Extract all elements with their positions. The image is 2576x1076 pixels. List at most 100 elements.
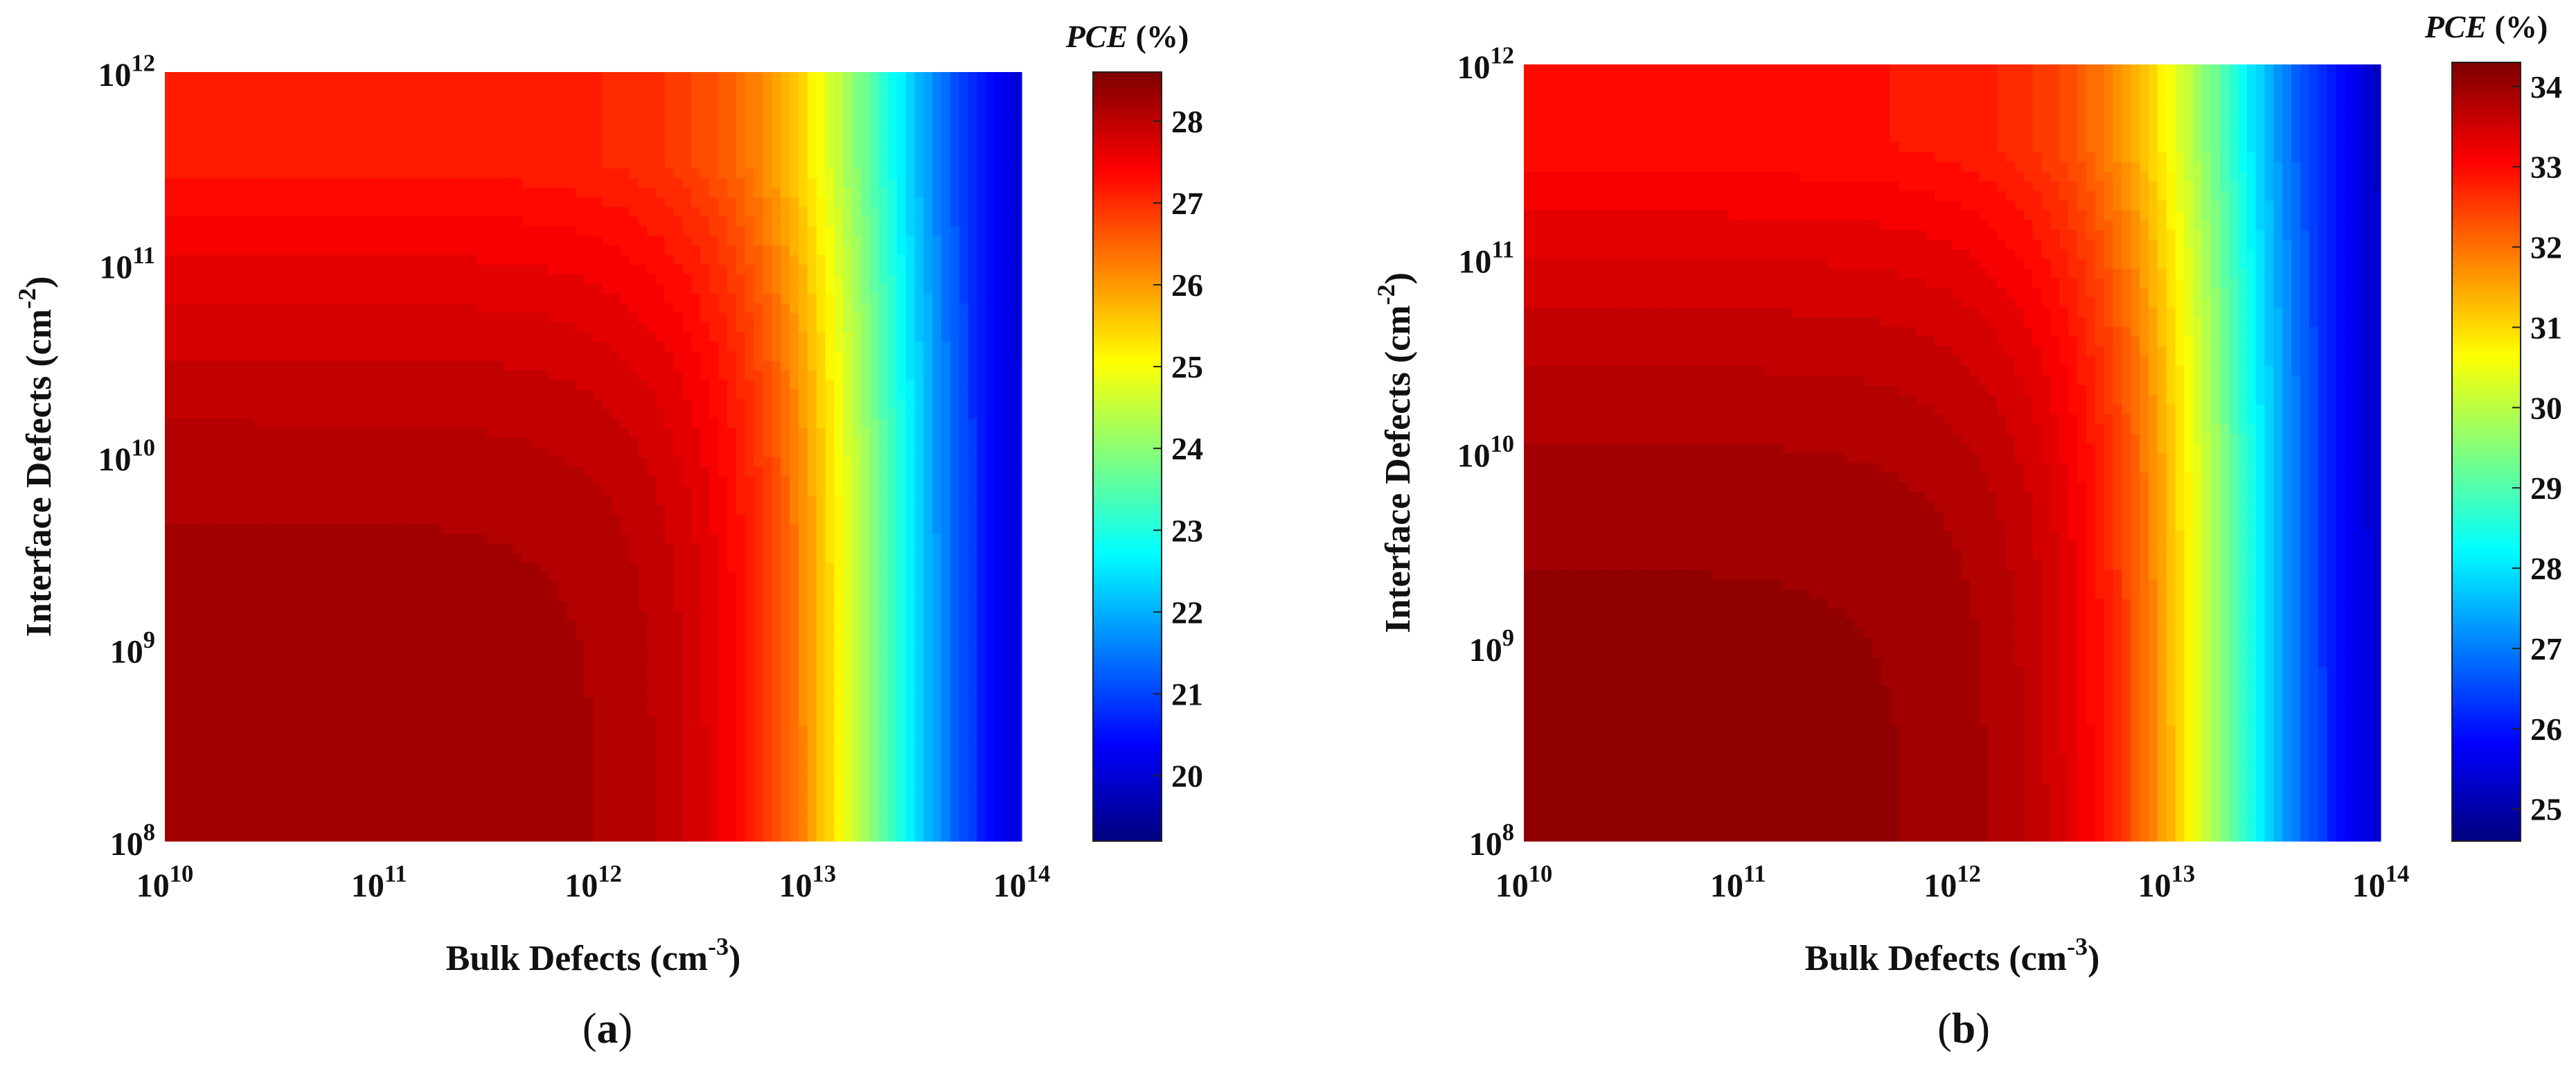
heatmap-cell xyxy=(468,639,478,650)
heatmap-cell xyxy=(637,514,648,524)
heatmap-cell xyxy=(691,158,701,169)
heatmap-cell xyxy=(352,495,362,505)
heatmap-cell xyxy=(504,427,514,438)
heatmap-cell xyxy=(531,649,540,659)
heatmap-cell xyxy=(709,793,719,804)
heatmap-cell xyxy=(263,351,273,361)
heatmap-cell xyxy=(173,572,184,582)
heatmap-cell xyxy=(218,380,228,390)
heatmap-cell xyxy=(361,245,371,256)
heatmap-cell xyxy=(405,696,416,707)
heatmap-cell xyxy=(388,197,398,207)
heatmap-cell xyxy=(664,168,675,179)
heatmap-cell xyxy=(495,254,505,265)
heatmap-cell xyxy=(245,619,255,630)
heatmap-cell xyxy=(227,457,237,467)
heatmap-cell xyxy=(450,139,460,150)
heatmap-cell xyxy=(352,793,362,804)
heatmap-cell xyxy=(522,303,531,313)
heatmap-cell xyxy=(495,755,505,765)
heatmap-cell xyxy=(317,187,326,197)
heatmap-cell xyxy=(637,130,648,140)
heatmap-cell xyxy=(263,245,273,256)
heatmap-cell xyxy=(611,658,621,669)
heatmap-cell xyxy=(325,312,335,323)
heatmap-cell xyxy=(272,649,282,659)
heatmap-cell xyxy=(646,187,657,197)
heatmap-cell xyxy=(700,581,710,592)
heatmap-cell xyxy=(584,457,594,467)
heatmap-cell xyxy=(182,235,193,246)
heatmap-cell xyxy=(388,457,398,467)
heatmap-cell xyxy=(397,351,407,361)
heatmap-cell xyxy=(290,725,299,736)
heatmap-cell xyxy=(218,764,228,775)
heatmap-cell xyxy=(370,764,380,775)
heatmap-cell xyxy=(504,158,514,169)
heatmap-cell xyxy=(397,447,407,457)
heatmap-cell xyxy=(263,533,273,544)
heatmap-cell xyxy=(593,331,603,342)
heatmap-cell xyxy=(629,168,639,179)
heatmap-cell xyxy=(263,822,273,832)
heatmap-cell xyxy=(504,706,514,717)
heatmap-cell xyxy=(504,380,514,390)
heatmap-cell xyxy=(405,303,416,313)
heatmap-cell xyxy=(414,475,425,486)
heatmap-cell xyxy=(673,312,683,323)
heatmap-cell xyxy=(584,197,594,207)
heatmap-cell xyxy=(245,802,255,813)
heatmap-cell xyxy=(620,629,630,640)
heatmap-cell xyxy=(531,745,540,755)
heatmap-cell xyxy=(227,139,237,150)
heatmap-cell xyxy=(397,831,407,842)
heatmap-cell xyxy=(317,533,326,544)
heatmap-cell xyxy=(334,293,344,303)
heatmap-cell xyxy=(495,398,505,409)
heatmap-cell xyxy=(673,696,683,707)
heatmap-cell xyxy=(352,447,362,457)
heatmap-cell xyxy=(477,485,487,496)
heatmap-cell xyxy=(664,177,675,188)
heatmap-cell xyxy=(173,380,184,390)
heatmap-cell xyxy=(191,812,202,822)
heatmap-cell xyxy=(531,696,540,707)
heatmap-cell xyxy=(263,149,273,159)
heatmap-cell xyxy=(495,562,505,573)
heatmap-cell xyxy=(495,773,505,784)
heatmap-cell xyxy=(540,418,549,428)
heatmap-cell xyxy=(673,100,683,112)
heatmap-cell xyxy=(254,264,264,274)
heatmap-cell xyxy=(441,398,451,409)
heatmap-cell xyxy=(308,514,317,524)
heatmap-cell xyxy=(343,398,353,409)
heatmap-cell xyxy=(468,773,478,784)
heatmap-cell xyxy=(673,293,683,303)
heatmap-cell xyxy=(709,264,719,274)
heatmap-cell xyxy=(611,514,621,524)
heatmap-cell xyxy=(655,264,666,274)
heatmap-cell xyxy=(504,495,514,505)
heatmap-cell xyxy=(388,793,398,804)
heatmap-cell xyxy=(611,610,621,621)
heatmap-cell xyxy=(209,658,219,669)
heatmap-cell xyxy=(629,418,639,428)
heatmap-cell xyxy=(397,812,407,822)
heatmap-cell xyxy=(352,533,362,544)
heatmap-cell xyxy=(290,360,299,371)
heatmap-cell xyxy=(182,610,193,621)
heatmap-cell xyxy=(611,581,621,592)
heatmap-cell xyxy=(540,447,549,457)
heatmap-cell xyxy=(477,216,487,227)
heatmap-cell xyxy=(646,610,657,621)
heatmap-cell xyxy=(486,601,496,611)
heatmap-cell xyxy=(236,812,246,822)
heatmap-cell xyxy=(566,264,576,274)
heatmap-cell xyxy=(629,755,639,765)
heatmap-cell xyxy=(263,303,273,313)
heatmap-cell xyxy=(325,120,335,130)
heatmap-cell xyxy=(486,504,496,515)
heatmap-cell xyxy=(584,649,594,659)
heatmap-cell xyxy=(655,226,666,236)
heatmap-cell xyxy=(397,783,407,794)
